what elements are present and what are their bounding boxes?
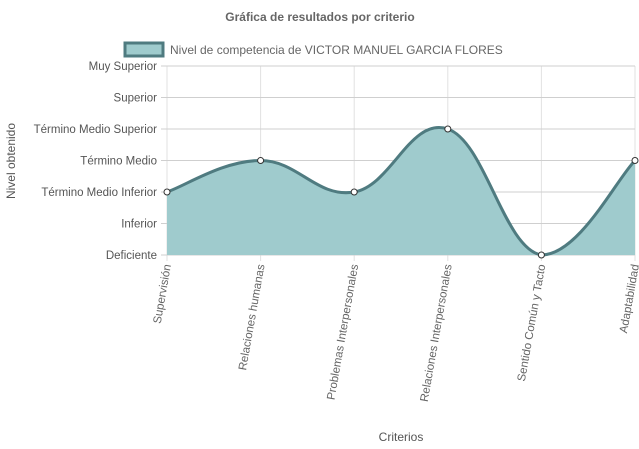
y-axis-ticks: Deficiente Inferior Término Medio Inferior…: [34, 61, 158, 262]
x-tick-label: Adaptabilidad: [618, 263, 639, 334]
data-point: [350, 188, 358, 196]
series-area-fill: [167, 127, 635, 255]
x-tick-label: Sentido Común y Tacto: [516, 263, 548, 382]
data-point: [163, 188, 171, 196]
y-tick-label: Término Medio Inferior: [41, 187, 157, 199]
x-tick-label: Relaciones humanas: [237, 263, 268, 371]
data-point: [257, 157, 265, 164]
data-point: [631, 157, 639, 164]
x-tick-label: Relaciones Interpersonales: [419, 263, 455, 403]
y-tick-label: Muy Superior: [89, 61, 158, 73]
x-tick-label: Supervisión: [152, 263, 174, 324]
legend-label[interactable]: Nivel de competencia de VICTOR MANUEL GA…: [170, 43, 503, 57]
chart-title: Gráfica de resultados por criterio: [225, 10, 414, 24]
x-tick-label: Problemas Interpersonales: [325, 263, 361, 401]
y-tick-label: Término Medio: [80, 156, 157, 168]
y-tick-label: Inferior: [121, 219, 157, 231]
legend[interactable]: Nivel de competencia de VICTOR MANUEL GA…: [123, 41, 503, 58]
y-tick-label: Término Medio Superior: [34, 124, 158, 136]
x-axis-ticks: Supervisión Relaciones humanas Problemas I…: [152, 263, 639, 403]
data-point: [537, 251, 545, 259]
x-axis-label: Criterios: [379, 430, 424, 444]
series-points: [163, 125, 639, 259]
data-point: [444, 125, 452, 133]
series-area: [167, 127, 635, 255]
y-tick-label: Deficiente: [106, 250, 157, 262]
y-axis-label: Nivel obtenido: [4, 123, 18, 199]
legend-swatch[interactable]: [123, 41, 165, 58]
y-tick-label: Superior: [114, 93, 158, 105]
